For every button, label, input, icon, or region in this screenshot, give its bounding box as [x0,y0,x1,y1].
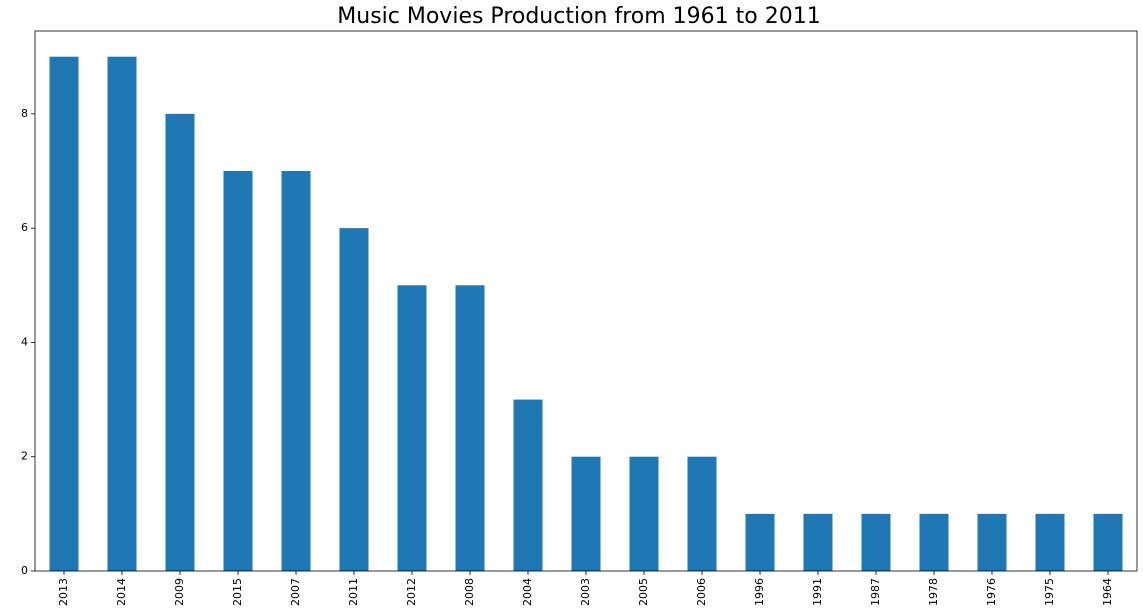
x-tick-label-2004: 2004 [521,578,534,606]
x-axis: 2013 2014 2009 2015 2007 2011 2012 2008 2004 2003… [57,571,1114,606]
bars-layer [49,56,1123,572]
bar-2007 [281,171,311,571]
x-tick-label-2005: 2005 [637,578,650,606]
x-tick-label-2007: 2007 [289,578,302,606]
y-tick-label-0: 0 [21,564,28,577]
bar-1996 [745,513,775,571]
y-tick-label-8: 8 [21,107,28,120]
chart-title: Music Movies Production from 1961 to 201… [337,4,820,29]
bar-2013 [49,56,79,571]
bar-2008 [455,285,485,571]
y-tick-label-6: 6 [21,221,28,234]
bar-2009 [165,113,195,572]
x-tick-label-1976: 1976 [985,578,998,606]
bar-2004 [513,399,543,571]
bar-2006 [687,456,717,571]
bar-2014 [107,56,137,571]
bar-2011 [339,228,369,571]
bar-1991 [803,513,833,571]
bar-1976 [977,513,1007,571]
x-tick-label-2012: 2012 [405,578,418,606]
x-tick-label-1987: 1987 [869,578,882,606]
x-tick-label-2015: 2015 [231,578,244,606]
y-tick-label-2: 2 [21,450,28,463]
x-tick-label-2011: 2011 [347,578,360,606]
x-tick-label-1991: 1991 [811,578,824,606]
x-tick-label-1978: 1978 [927,578,940,606]
bar-2003 [571,456,601,571]
x-tick-label-2008: 2008 [463,578,476,606]
plot-frame [34,30,1138,572]
y-tick-label-4: 4 [21,335,28,348]
x-tick-label-2003: 2003 [579,578,592,606]
y-axis: 0 2 4 6 8 [21,107,35,577]
x-tick-label-1975: 1975 [1043,578,1056,606]
x-tick-label-1996: 1996 [753,578,766,606]
x-tick-label-2006: 2006 [695,578,708,606]
x-tick-label-2009: 2009 [173,578,186,606]
bar-1987 [861,513,891,571]
x-tick-label-1964: 1964 [1101,578,1114,606]
bar-1975 [1035,513,1065,571]
x-tick-label-2013: 2013 [57,578,70,606]
bar-2015 [223,171,253,571]
bar-1978 [919,513,949,571]
bar-2012 [397,285,427,571]
bar-2005 [629,456,659,571]
x-tick-label-2014: 2014 [115,578,128,606]
bar-1964 [1093,513,1123,571]
